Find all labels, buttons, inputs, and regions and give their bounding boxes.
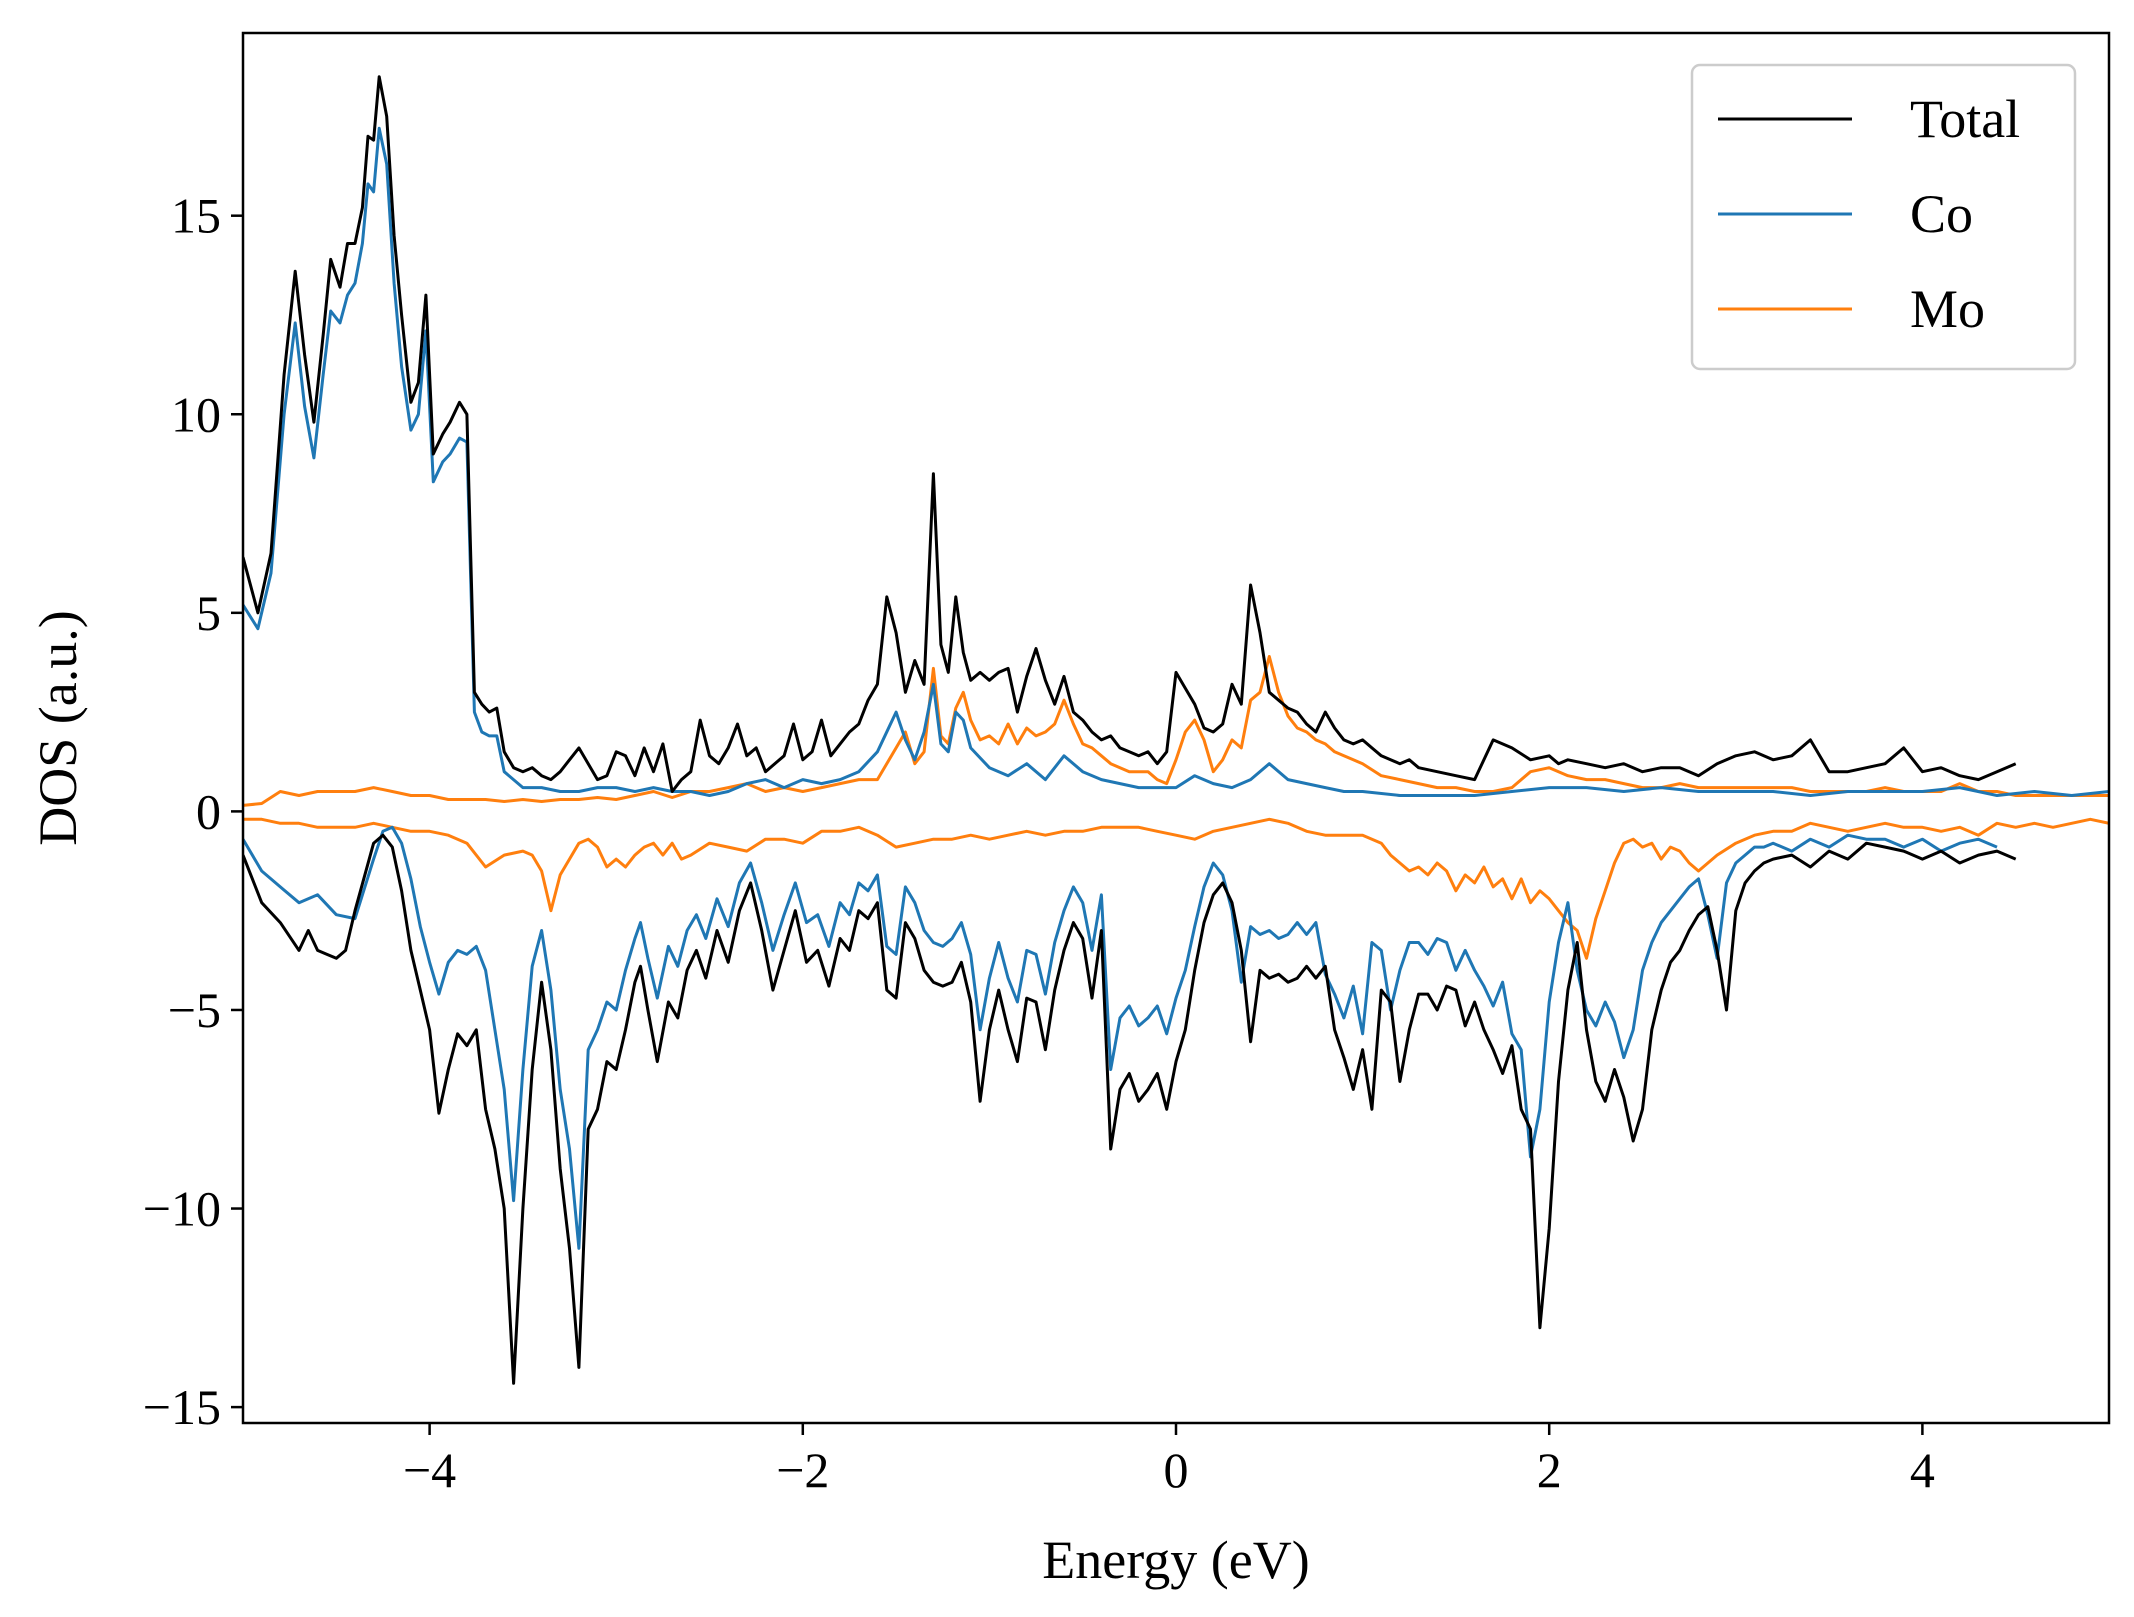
legend-entries: Total Co Mo bbox=[1718, 89, 2020, 339]
x-axis-label: Energy (eV) bbox=[1042, 1530, 1309, 1590]
series-total-spin-up-line bbox=[243, 75, 2017, 793]
y-tick-label: −5 bbox=[168, 982, 221, 1038]
series-co-spin-down-line bbox=[243, 825, 1998, 1250]
plot-area bbox=[241, 31, 2111, 1425]
legend-box bbox=[1690, 63, 2077, 371]
legend-label-total: Total bbox=[1910, 89, 2020, 149]
x-tick-label: −2 bbox=[776, 1442, 829, 1498]
x-tick-label: 0 bbox=[1164, 1442, 1189, 1498]
y-axis-label: DOS (a.u.) bbox=[28, 610, 88, 845]
y-tick-label: −10 bbox=[143, 1181, 221, 1237]
series-layer bbox=[243, 75, 2109, 1385]
series-co-spin-up-line bbox=[243, 126, 2109, 797]
legend: Total Co Mo bbox=[1690, 63, 2077, 371]
x-axis: −4 −2 0 2 4 bbox=[403, 1423, 1935, 1498]
series-mo-spin-up-line bbox=[243, 655, 2109, 807]
y-tick-label: 0 bbox=[196, 783, 221, 839]
y-tick-label: 10 bbox=[171, 386, 221, 442]
y-tick-label: −15 bbox=[143, 1379, 221, 1435]
x-tick-label: −4 bbox=[403, 1442, 456, 1498]
y-tick-label: 5 bbox=[196, 585, 221, 641]
legend-label-co: Co bbox=[1910, 184, 1973, 244]
series-mo-spin-down-line bbox=[243, 817, 2109, 960]
series-total-spin-down-line bbox=[243, 833, 2017, 1385]
y-axis: −15 −10 −5 0 5 10 15 bbox=[143, 188, 243, 1435]
legend-label-mo: Mo bbox=[1910, 279, 1985, 339]
x-tick-label: 2 bbox=[1537, 1442, 1562, 1498]
y-tick-label: 15 bbox=[171, 188, 221, 244]
x-tick-label: 4 bbox=[1910, 1442, 1935, 1498]
